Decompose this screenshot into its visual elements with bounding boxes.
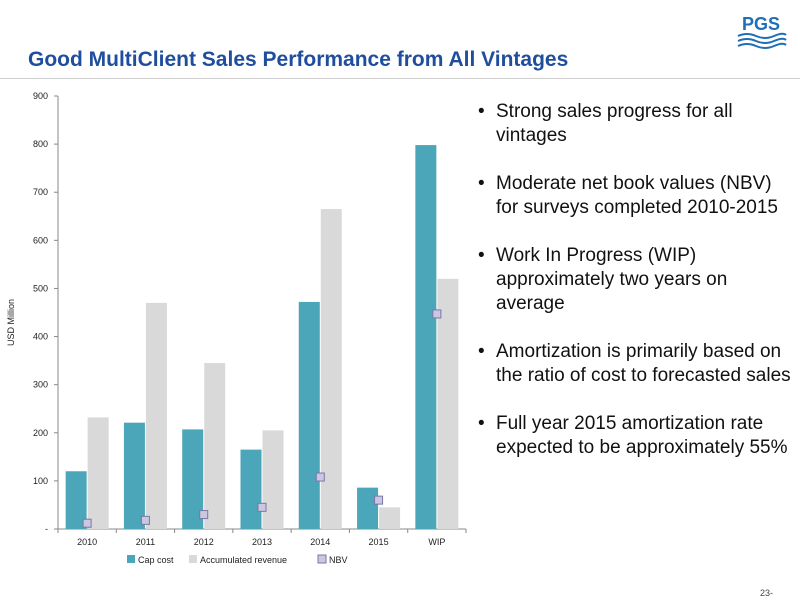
legend-label: Cap cost <box>138 555 174 565</box>
nbv-marker <box>199 510 209 520</box>
y-axis-label: USD Million <box>6 299 16 346</box>
bullet-list: Strong sales progress for all vintages M… <box>478 100 794 484</box>
legend-label: Accumulated revenue <box>200 555 287 565</box>
legend-swatch <box>317 554 327 564</box>
bullet-item: Amortization is primarily based on the r… <box>478 340 794 388</box>
legend-label: NBV <box>329 555 348 565</box>
legend-swatch <box>127 555 135 563</box>
bar-cap-cost <box>298 301 320 529</box>
logo-text: PGS <box>742 14 780 34</box>
bullet-item: Work In Progress (WIP) approximately two… <box>478 244 794 316</box>
nbv-marker <box>315 472 325 482</box>
x-tick-label: 2011 <box>136 537 155 547</box>
y-axis: - 100 200 300 400 500 600 700 800 900 <box>33 91 59 534</box>
bar-cap-cost <box>65 471 87 529</box>
y-tick-label: 700 <box>33 187 48 197</box>
y-tick-label: 500 <box>33 283 48 293</box>
bullet-item: Strong sales progress for all vintages <box>478 100 794 148</box>
y-tick-label: 400 <box>33 332 48 342</box>
nbv-marker <box>257 502 267 512</box>
bar-accumulated-revenue <box>145 302 167 529</box>
y-tick-label: - <box>45 524 48 534</box>
page-number: 23- <box>760 588 774 598</box>
bullet-item: Moderate net book values (NBV) for surve… <box>478 172 794 220</box>
bar-accumulated-revenue <box>320 209 342 530</box>
bar-accumulated-revenue <box>379 507 401 529</box>
bullet-item: Full year 2015 amortization rate expecte… <box>478 412 794 460</box>
y-tick-label: 600 <box>33 235 48 245</box>
bar-accumulated-revenue <box>87 417 109 529</box>
x-tick-label: 2014 <box>310 537 330 547</box>
y-tick-label: 200 <box>33 428 48 438</box>
bar-accumulated-revenue <box>204 363 226 529</box>
y-tick-label: 800 <box>33 139 48 149</box>
y-tick-label: 900 <box>33 91 48 101</box>
bar-cap-cost <box>357 487 379 529</box>
x-tick-label: 2013 <box>252 537 272 547</box>
nbv-marker <box>432 309 442 319</box>
nbv-marker <box>374 495 384 505</box>
slide-title: Good MultiClient Sales Performance from … <box>28 48 569 71</box>
bars <box>65 145 459 530</box>
nbv-marker <box>82 518 92 528</box>
bar-cap-cost <box>123 422 145 529</box>
bar-accumulated-revenue <box>437 278 459 529</box>
y-tick-label: 100 <box>33 476 48 486</box>
y-tick-label: 300 <box>33 380 48 390</box>
legend-swatch <box>189 555 197 563</box>
x-tick-label: 2010 <box>77 537 97 547</box>
nbv-marker <box>140 515 150 525</box>
bar-cap-cost <box>415 145 437 529</box>
bar-cap-cost <box>182 429 204 529</box>
x-tick-label: 2015 <box>369 537 389 547</box>
legend: Cap cost Accumulated revenue NBV <box>127 554 348 565</box>
bar-cap-cost <box>240 449 262 529</box>
x-tick-label: WIP <box>428 537 445 547</box>
x-tick-label: 2012 <box>194 537 214 547</box>
x-axis: 2010 2011 2012 2013 2014 2015 WIP <box>57 528 467 547</box>
bar-accumulated-revenue <box>262 430 284 529</box>
pgs-logo: PGS <box>734 8 788 52</box>
title-divider <box>0 78 800 79</box>
nbv-markers <box>82 309 442 528</box>
